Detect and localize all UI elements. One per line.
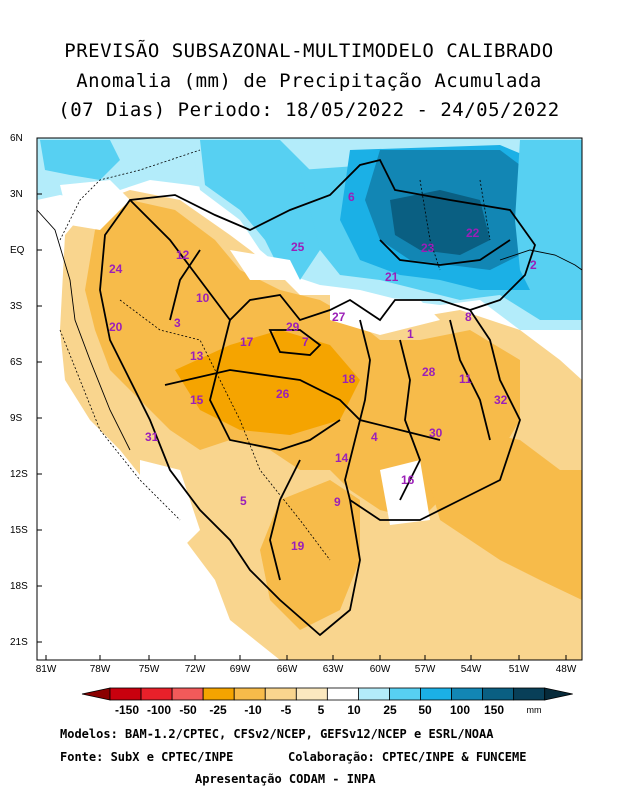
basin-label-21: 21 <box>385 270 399 284</box>
legend-swatch-2 <box>171 687 204 701</box>
lat-label-15s: 15S <box>10 525 28 536</box>
legend-swatch-13 <box>513 687 546 701</box>
basin-label-2: 2 <box>530 258 537 272</box>
lat-label-12s: 12S <box>10 469 28 480</box>
wet-anomaly-area-east <box>515 140 582 320</box>
basin-label-8: 8 <box>465 310 472 324</box>
basin-label-24: 24 <box>109 262 123 276</box>
basin-label-18: 18 <box>342 372 356 386</box>
basin-label-22: 22 <box>466 226 480 240</box>
basin-label-10: 10 <box>196 291 210 305</box>
legend-swatch-11 <box>451 687 483 701</box>
basin-label-7: 7 <box>302 335 309 349</box>
basin-label-26: 26 <box>276 387 290 401</box>
basin-label-28: 28 <box>422 365 436 379</box>
lat-label-3n: 3N <box>10 189 23 200</box>
footer-source: Fonte: SubX e CPTEC/INPE <box>60 750 234 764</box>
legend-swatch-7 <box>326 687 359 701</box>
legend-label-100: 100 <box>449 703 471 717</box>
basin-label-4: 4 <box>371 430 378 444</box>
legend-swatch-8 <box>357 687 390 701</box>
legend-swatch-6 <box>295 687 328 701</box>
title-line-2: Anomalia (mm) de Precipitação Acumulada <box>76 70 542 92</box>
basin-label-16: 16 <box>401 473 415 487</box>
basin-label-19: 19 <box>291 539 305 553</box>
basin-label-5: 5 <box>240 494 247 508</box>
wet-anomaly-area-northwest-strong <box>40 140 120 180</box>
wet-anomaly-area-core <box>390 190 490 255</box>
legend-label-5: 5 <box>317 703 325 717</box>
legend-arrow-right <box>544 687 573 701</box>
basin-label-6: 6 <box>348 190 355 204</box>
basin-label-1: 1 <box>407 327 414 341</box>
lon-label-66w: 66W <box>276 664 298 675</box>
legend-swatch-9 <box>389 687 421 701</box>
legend-label-minus100: -100 <box>146 703 172 717</box>
basin-label-12: 12 <box>176 248 190 262</box>
footer-models: Modelos: BAM-1.2/CPTEC, CFSv2/NCEP, GEFS… <box>60 727 494 741</box>
basin-label-9: 9 <box>334 495 341 509</box>
lat-label-18s: 18S <box>10 581 28 592</box>
legend-swatch-0 <box>109 687 142 701</box>
lon-label-69w: 69W <box>229 664 251 675</box>
lon-label-48w: 48W <box>555 664 577 675</box>
legend-unit: mm <box>526 705 542 715</box>
lon-label-54w: 54W <box>460 664 482 675</box>
legend-arrow-left <box>81 687 111 701</box>
lat-label-3s: 3S <box>10 301 23 312</box>
lat-label-9s: 9S <box>10 413 23 424</box>
legend-swatch-3 <box>202 687 235 701</box>
basin-label-20: 20 <box>109 320 123 334</box>
basin-label-29: 29 <box>286 320 300 334</box>
footer-collaboration: Colaboração: CPTEC/INPE & FUNCEME <box>288 750 527 764</box>
basin-label-17: 17 <box>240 335 254 349</box>
legend-swatch-1 <box>140 687 173 701</box>
legend-label-10: 10 <box>347 703 361 717</box>
basin-label-11: 11 <box>459 372 472 386</box>
basin-label-14: 14 <box>335 451 349 465</box>
lon-label-60w: 60W <box>369 664 391 675</box>
lon-label-75w: 75W <box>138 664 160 675</box>
basin-label-13: 13 <box>190 349 204 363</box>
basin-label-31: 31 <box>145 430 159 444</box>
basin-label-27: 27 <box>332 310 346 324</box>
lat-label-21s: 21S <box>10 637 28 648</box>
basin-label-25: 25 <box>291 240 305 254</box>
lon-label-81w: 81W <box>35 664 57 675</box>
basin-label-30: 30 <box>429 426 443 440</box>
lon-label-63w: 63W <box>322 664 344 675</box>
amazon-basin-outline <box>99 158 536 637</box>
legend-label-minus50: -50 <box>179 703 197 717</box>
title-line-3: (07 Dias) Periodo: 18/05/2022 - 24/05/20… <box>58 99 560 121</box>
legend-label-minus150: -150 <box>114 703 140 717</box>
lon-label-72w: 72W <box>184 664 206 675</box>
legend-label-50: 50 <box>418 703 432 717</box>
legend-label-150: 150 <box>483 703 505 717</box>
lon-label-78w: 78W <box>89 664 111 675</box>
lat-label-eq: EQ <box>10 245 25 256</box>
legend-swatch-12 <box>482 687 515 701</box>
legend-label-minus25: -25 <box>209 703 227 717</box>
basin-label-15: 15 <box>190 393 204 407</box>
lon-label-57w: 57W <box>414 664 436 675</box>
basin-label-32: 32 <box>494 393 508 407</box>
basin-label-23: 23 <box>421 241 435 255</box>
footer-presentation: Apresentação CODAM - INPA <box>195 772 376 786</box>
lat-label-6s: 6S <box>10 357 23 368</box>
title-line-1: PREVISÃO SUBSAZONAL-MULTIMODELO CALIBRAD… <box>64 40 554 62</box>
wet-anomaly-area-north-mid <box>200 140 330 280</box>
dry-anomaly-area-east <box>420 430 582 600</box>
legend-swatch-10 <box>420 687 452 701</box>
legend-label-minus5: -5 <box>280 703 292 717</box>
legend-swatch-5 <box>264 687 297 701</box>
legend-label-25: 25 <box>383 703 397 717</box>
legend-swatch-4 <box>233 687 266 701</box>
lat-label-6n: 6N <box>10 133 23 144</box>
legend-label-minus10: -10 <box>244 703 262 717</box>
lon-label-51w: 51W <box>508 664 530 675</box>
dry-anomaly-area-south <box>260 480 360 630</box>
basin-label-3: 3 <box>174 316 181 330</box>
